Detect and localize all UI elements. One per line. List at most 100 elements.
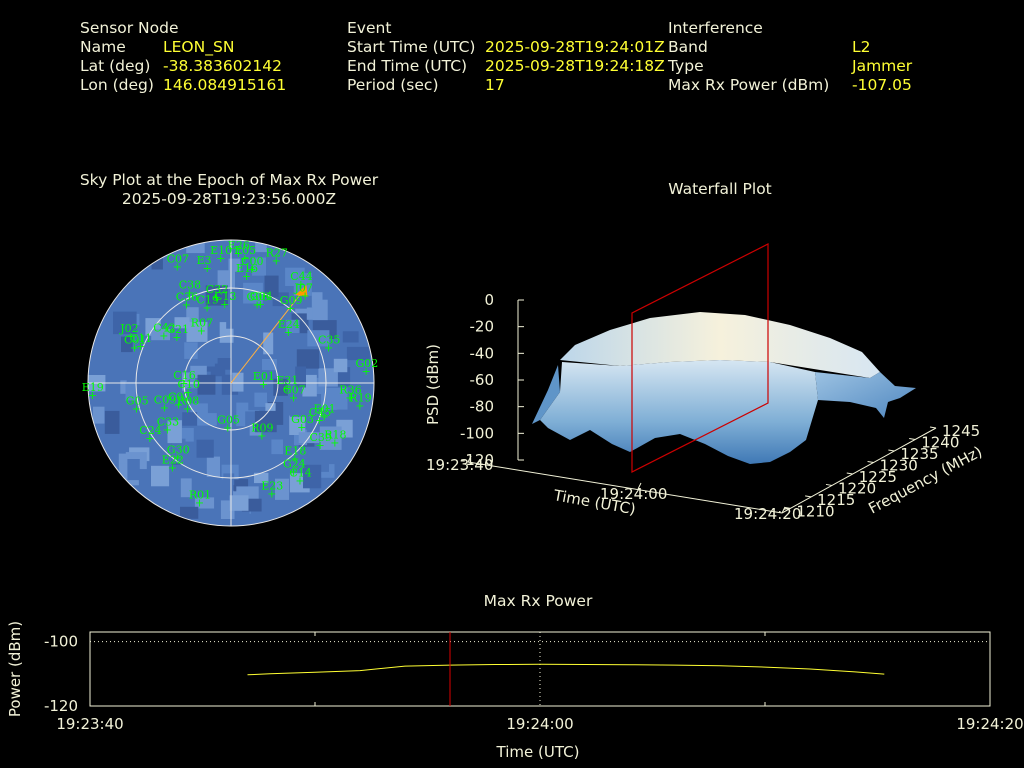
wf-time-axis (467, 461, 783, 514)
power-xlabel: Time (UTC) (496, 743, 580, 761)
wf-z-tick-label: -20 (470, 318, 495, 336)
sky-texture-tile (223, 473, 235, 486)
satellite-marker: + (290, 453, 299, 466)
event-start-label: Start Time (UTC) (347, 38, 476, 56)
wf-z-tick-label: -40 (470, 344, 495, 362)
interference-type-value: Jammer (852, 57, 913, 75)
sky-texture-tile (228, 258, 241, 272)
satellite-label: G04 (250, 290, 273, 303)
interference-power-label: Max Rx Power (dBm) (668, 76, 830, 94)
satellite-label: G09 (280, 294, 303, 307)
power-x-tick-label: 19:24:20 (956, 715, 1023, 733)
satellite-marker: + (315, 414, 324, 427)
satellite-label: C10 (178, 378, 200, 391)
satellite-label: E3 (197, 254, 212, 267)
wf-y-tick-label: 1225 (859, 468, 897, 486)
satellite-marker: + (132, 403, 141, 416)
satellite-label: C14 (289, 467, 311, 480)
sky-texture-tile (289, 399, 307, 417)
wf-x-tick-label: 19:24:00 (600, 485, 667, 503)
sky-texture-tile (263, 332, 274, 355)
power-chart-title: Max Rx Power (483, 592, 593, 610)
satellite-marker: + (259, 378, 268, 391)
satellite-label: R18 (324, 429, 346, 442)
satellite-marker: + (267, 488, 276, 501)
satellite-label: C32 (206, 283, 228, 296)
satellite-marker: + (284, 326, 293, 339)
satellite-marker: + (172, 331, 181, 344)
event-period-value: 17 (485, 76, 505, 94)
satellite-label: C45 (309, 406, 331, 419)
sky-texture-tile (275, 478, 290, 500)
satellite-label: E16 (236, 262, 258, 275)
sky-texture-tile (104, 410, 120, 434)
interference-band-value: L2 (852, 38, 871, 56)
satellite-label: R07 (191, 317, 213, 330)
satellite-label: E05 (234, 244, 256, 257)
satellite-marker: + (256, 298, 265, 311)
satellite-marker: + (179, 377, 188, 390)
sky-texture-tile (239, 373, 250, 387)
sky-texture-tile (167, 420, 182, 444)
satellite-marker: + (88, 389, 97, 402)
sky-texture-tile (115, 380, 127, 394)
wf-y-tick-label: 1220 (838, 479, 876, 497)
sensor-lat-label: Lat (deg) (80, 57, 151, 75)
satellite-label: C02 (168, 390, 190, 403)
sky-texture-tile (197, 413, 217, 426)
sky-texture-tile (186, 240, 205, 254)
satellite-marker: + (296, 278, 305, 291)
sky-texture-tile (182, 412, 198, 426)
sky-texture-tile (312, 299, 328, 321)
satellite-label: E01 (253, 370, 275, 383)
satellite-label: C07 (167, 252, 189, 265)
sensor-name-value: LEON_SN (163, 38, 235, 56)
sky-texture-tile (226, 308, 241, 329)
satellite-marker: + (168, 462, 177, 475)
satellite-marker: + (316, 439, 325, 452)
power-x-tick-label: 19:24:00 (506, 715, 573, 733)
satellite-marker: + (130, 342, 139, 355)
satellite-label: C33 (157, 416, 179, 429)
wf-surface-front (540, 360, 818, 464)
satellite-marker: + (272, 255, 281, 268)
sky-texture-tile (174, 317, 190, 329)
sky-texture-tile (232, 372, 244, 392)
satellite-marker: + (286, 302, 295, 315)
satellite-label: R01 (189, 489, 211, 502)
satellite-label: G05 (217, 413, 240, 426)
wf-y-tick-label: 1245 (942, 422, 980, 440)
sky-texture-tile (196, 439, 214, 458)
event-title: Event (347, 19, 392, 37)
sky-texture-tile (255, 240, 267, 253)
satellite-marker: + (163, 424, 172, 437)
jammer-marker (295, 284, 308, 297)
sensor-name-label: Name (80, 38, 126, 56)
satellite-label: E31 (276, 374, 298, 387)
satellite-marker: + (185, 286, 194, 299)
sky-texture-tile (180, 506, 199, 519)
satellite-marker: + (212, 291, 221, 304)
satellite-label: C13 (214, 290, 236, 303)
wf-y-tick-label: 1230 (880, 456, 918, 474)
satellite-label: J07 (294, 281, 313, 294)
satellite-label: C11 (130, 332, 152, 345)
sky-texture-tile (93, 406, 105, 424)
sensor-title: Sensor Node (80, 19, 179, 37)
satellite-label: J02 (119, 322, 138, 335)
satellite-label: E24 (278, 318, 300, 331)
sky-texture-tile (90, 422, 104, 438)
wf-epoch-marker (631, 243, 769, 473)
sky-texture-tile (229, 495, 249, 511)
sky-texture-tile (318, 368, 341, 387)
sky-texture-tile (286, 319, 300, 334)
sky-texture-tile (194, 497, 215, 509)
wf-y-tick (867, 460, 874, 463)
event-end-value: 2025-09-28T19:24:18Z (485, 57, 665, 75)
satellite-label: C44 (290, 270, 312, 283)
satellite-label: C00 (241, 255, 263, 268)
satellite-label: E01 (314, 403, 336, 416)
event-start-value: 2025-09-28T19:24:01Z (485, 38, 665, 56)
